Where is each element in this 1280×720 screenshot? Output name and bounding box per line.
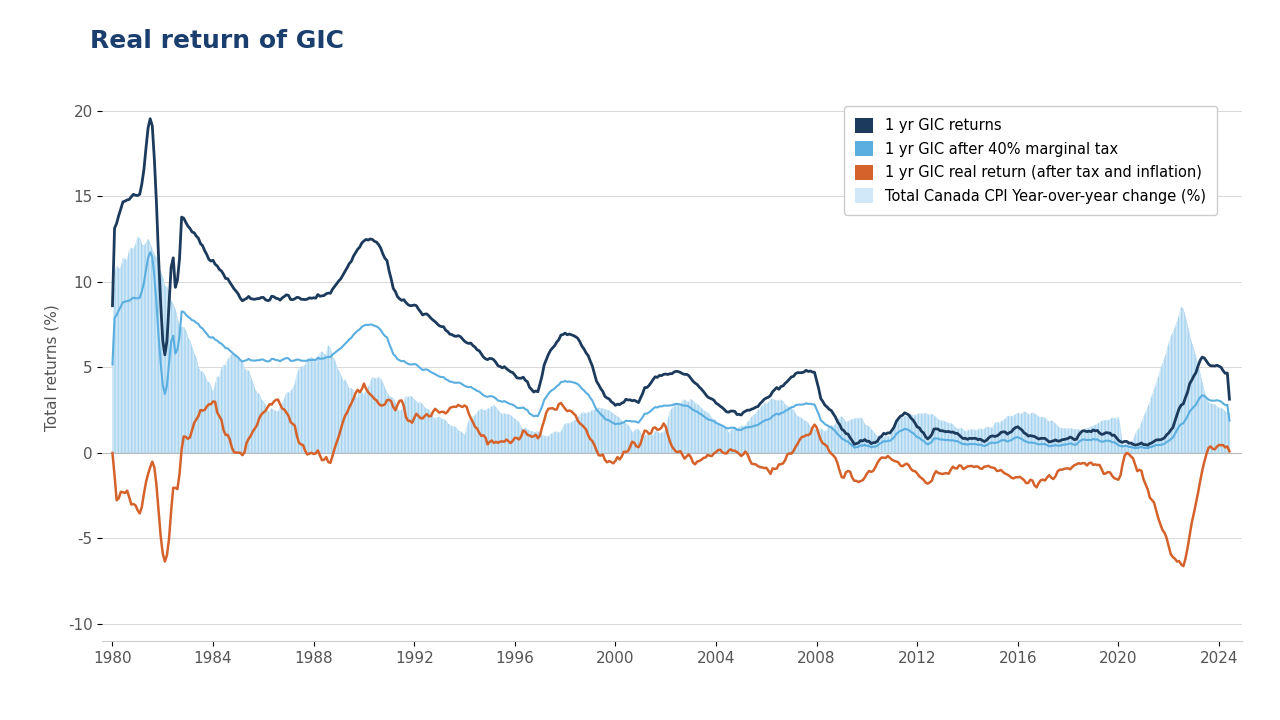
1 yr GIC real return (after tax and inflation) — [356, 379, 371, 388]
1 yr GIC after 40% marginal tax — [1140, 444, 1156, 453]
1 yr GIC returns — [105, 302, 120, 310]
1 yr GIC returns — [645, 375, 660, 384]
1 yr GIC real return (after tax and inflation) — [105, 449, 120, 457]
1 yr GIC returns — [1217, 369, 1233, 377]
1 yr GIC real return (after tax and inflation) — [645, 424, 660, 433]
1 yr GIC after 40% marginal tax — [645, 405, 660, 413]
Legend: 1 yr GIC returns, 1 yr GIC after 40% marginal tax, 1 yr GIC real return (after t: 1 yr GIC returns, 1 yr GIC after 40% mar… — [844, 107, 1217, 215]
1 yr GIC returns — [1092, 428, 1107, 437]
Line: 1 yr GIC returns: 1 yr GIC returns — [113, 119, 1230, 445]
1 yr GIC returns — [440, 328, 456, 336]
1 yr GIC after 40% marginal tax — [1222, 416, 1238, 425]
1 yr GIC after 40% marginal tax — [1217, 401, 1233, 410]
1 yr GIC returns — [142, 114, 157, 123]
1 yr GIC real return (after tax and inflation) — [1014, 474, 1029, 482]
1 yr GIC real return (after tax and inflation) — [1092, 461, 1107, 469]
1 yr GIC after 40% marginal tax — [142, 248, 157, 256]
1 yr GIC real return (after tax and inflation) — [534, 423, 549, 431]
1 yr GIC returns — [1222, 395, 1238, 403]
Line: 1 yr GIC real return (after tax and inflation): 1 yr GIC real return (after tax and infl… — [113, 384, 1230, 566]
1 yr GIC returns — [1014, 426, 1029, 434]
1 yr GIC after 40% marginal tax — [1092, 436, 1107, 445]
Y-axis label: Total returns (%): Total returns (%) — [45, 304, 60, 431]
1 yr GIC real return (after tax and inflation) — [440, 407, 456, 415]
1 yr GIC returns — [534, 372, 549, 380]
Line: 1 yr GIC after 40% marginal tax: 1 yr GIC after 40% marginal tax — [113, 252, 1230, 449]
1 yr GIC after 40% marginal tax — [440, 376, 456, 384]
Text: Real return of GIC: Real return of GIC — [90, 29, 343, 53]
1 yr GIC after 40% marginal tax — [105, 360, 120, 369]
1 yr GIC after 40% marginal tax — [1014, 435, 1029, 444]
1 yr GIC after 40% marginal tax — [534, 402, 549, 411]
1 yr GIC real return (after tax and inflation) — [1222, 447, 1238, 456]
1 yr GIC real return (after tax and inflation) — [1217, 443, 1233, 451]
1 yr GIC returns — [1140, 441, 1156, 449]
1 yr GIC real return (after tax and inflation) — [1175, 562, 1190, 570]
